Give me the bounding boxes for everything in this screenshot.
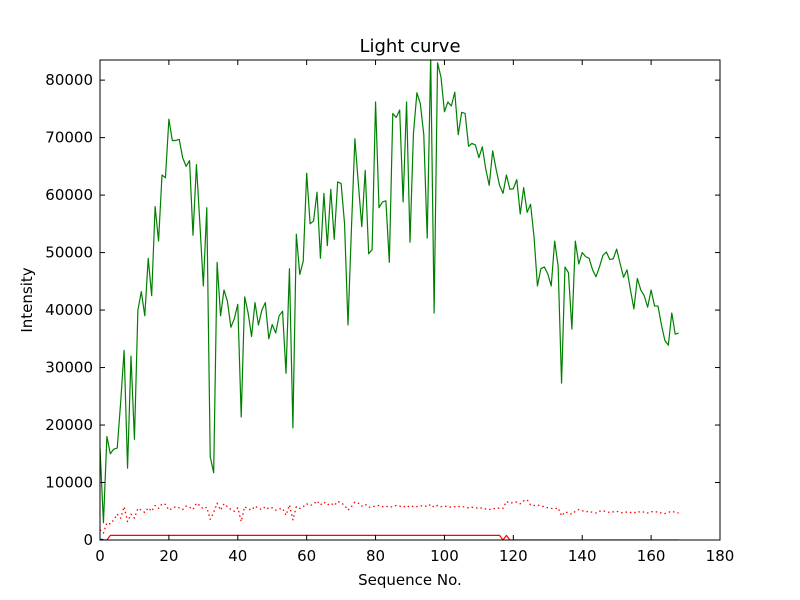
x-tick-label: 20	[159, 547, 178, 565]
x-tick-label: 100	[430, 547, 459, 565]
series-line-2	[100, 499, 679, 534]
x-tick-label: 60	[297, 547, 316, 565]
x-tick-label: 40	[228, 547, 247, 565]
y-tick-label: 30000	[45, 359, 93, 377]
y-tick-label: 20000	[45, 416, 93, 434]
series-line-1	[100, 60, 679, 524]
y-tick-label: 70000	[45, 129, 93, 147]
y-tick-label: 0	[83, 531, 93, 549]
x-tick-label: 160	[637, 547, 666, 565]
y-tick-label: 60000	[45, 186, 93, 204]
x-tick-label: 0	[95, 547, 105, 565]
x-tick-label: 80	[366, 547, 385, 565]
y-tick-label: 40000	[45, 301, 93, 319]
y-tick-label: 50000	[45, 244, 93, 262]
y-tick-label: 10000	[45, 474, 93, 492]
x-tick-label: 120	[499, 547, 528, 565]
x-tick-label: 180	[706, 547, 735, 565]
series-line-3	[100, 534, 679, 540]
x-axis-label: Sequence No.	[358, 571, 462, 589]
y-tick-label: 80000	[45, 71, 93, 89]
chart-title: Light curve	[359, 36, 460, 57]
series-layer	[100, 60, 679, 540]
plot-area-frame	[99, 59, 721, 541]
tick-layer: 0 20 40 60 80 100 120 140 160 180 0 10000 20000 30000…	[45, 60, 734, 565]
y-axis-label: Intensity	[18, 267, 36, 332]
x-tick-label: 140	[568, 547, 597, 565]
